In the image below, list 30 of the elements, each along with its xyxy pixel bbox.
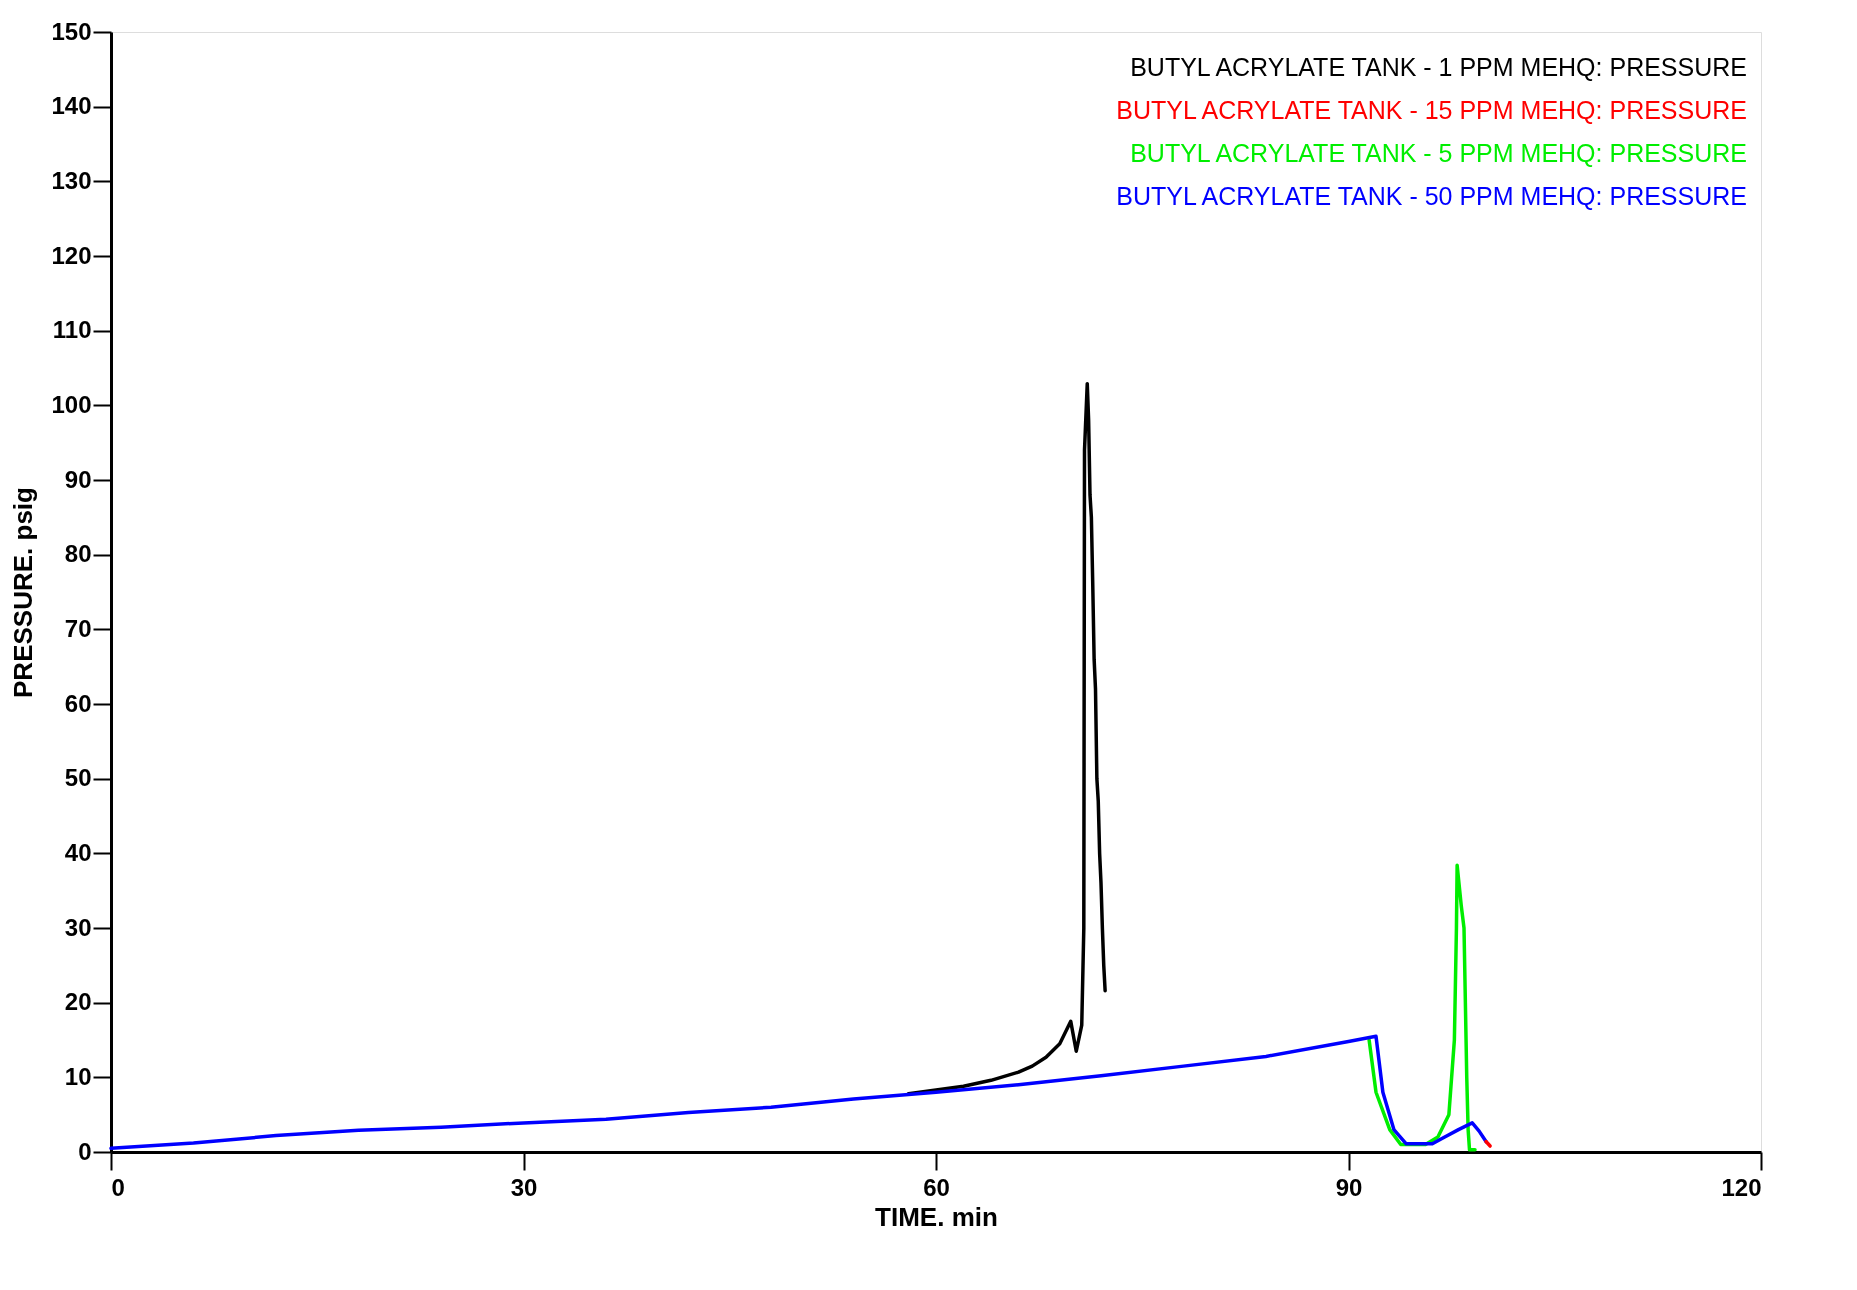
text: BUTYL ACRYLATE TANK - 5 PPM MEHQ: PRESSURE bbox=[1130, 139, 1747, 167]
y-tick-label: 70 bbox=[64, 614, 92, 642]
y-tick-label: 150 bbox=[51, 17, 92, 45]
y-tick-label: 30 bbox=[64, 913, 92, 941]
y-tick-label: 100 bbox=[51, 390, 92, 418]
x-tick-label: 30 bbox=[510, 1173, 538, 1201]
x-tick-label: 120 bbox=[1721, 1173, 1762, 1201]
y-tick-label: 140 bbox=[51, 92, 92, 120]
y-tick-label: 50 bbox=[64, 764, 92, 792]
y-tick-label: 80 bbox=[64, 540, 92, 568]
x-axis-title: TIME. min bbox=[875, 1201, 998, 1232]
y-tick-label: 110 bbox=[52, 316, 92, 344]
x-tick-label: 90 bbox=[1335, 1173, 1363, 1201]
y-tick-label: 20 bbox=[64, 988, 92, 1016]
y-tick-label: 40 bbox=[64, 838, 92, 866]
x-tick-label: 60 bbox=[923, 1173, 950, 1201]
line-series bbox=[109, 1034, 1488, 1151]
line-series bbox=[906, 381, 1107, 1096]
y-tick-label: 90 bbox=[64, 465, 92, 493]
line-series bbox=[1367, 863, 1477, 1152]
text: BUTYL ACRYLATE TANK - 50 PPM MEHQ: PRESSURE bbox=[1116, 182, 1747, 210]
y-tick-label: 0 bbox=[78, 1137, 92, 1165]
text: BUTYL ACRYLATE TANK - 15 PPM MEHQ: PRESSURE bbox=[1116, 96, 1747, 124]
text: BUTYL ACRYLATE TANK - 1 PPM MEHQ: PRESSURE bbox=[1130, 53, 1747, 81]
y-tick-label: 60 bbox=[64, 689, 92, 717]
y-tick-label: 120 bbox=[51, 241, 92, 269]
y-tick-label: 130 bbox=[51, 166, 92, 194]
x-tick-label: 0 bbox=[111, 1173, 125, 1201]
y-axis-title: PRESSURE. psig bbox=[8, 487, 39, 698]
y-tick-label: 10 bbox=[64, 1062, 92, 1090]
